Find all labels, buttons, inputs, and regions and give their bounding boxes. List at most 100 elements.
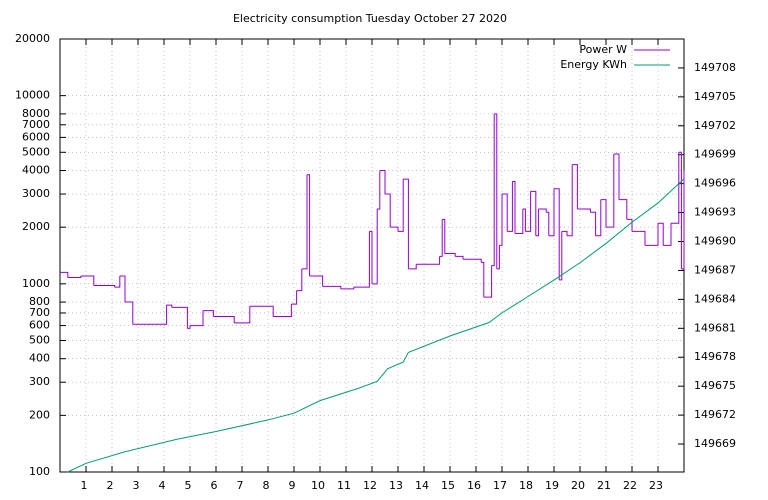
chart-title: Electricity consumption Tuesday October … [233, 12, 507, 25]
y2-tick-label: 149702 [694, 119, 736, 132]
y-tick-label: 5000 [22, 145, 50, 158]
x-tick-label: 6 [211, 479, 218, 492]
power-step [577, 208, 591, 213]
x-tick-label: 18 [519, 479, 533, 492]
power-step [403, 178, 409, 269]
power-step [125, 301, 134, 325]
power-step [114, 276, 121, 288]
x-tick-label: 17 [493, 479, 507, 492]
y-tick-label: 100 [29, 465, 50, 478]
energy-line [67, 178, 685, 473]
y-tick-label: 800 [29, 295, 50, 308]
power-step [671, 152, 680, 224]
power-step [190, 310, 204, 327]
y2-tick-label: 149705 [694, 90, 736, 103]
x-tick-label: 7 [237, 479, 244, 492]
x-tick-label: 11 [337, 479, 351, 492]
power-step [353, 231, 370, 288]
y-tick-label: 4000 [22, 164, 50, 177]
x-tick-label: 2 [107, 479, 114, 492]
y-tick-label: 20000 [15, 32, 50, 45]
power-step [663, 223, 672, 246]
power-step [463, 258, 482, 263]
power-step [385, 193, 391, 228]
y2-tick-label: 149699 [694, 148, 736, 161]
power-step [626, 218, 633, 232]
y2-tick-label: 149696 [694, 177, 736, 190]
power-step [93, 284, 116, 288]
y-tick-label: 6000 [22, 130, 50, 143]
power-step [439, 219, 443, 257]
power-step [309, 275, 324, 287]
power-step [444, 252, 456, 257]
power-step [525, 191, 532, 232]
power-step [291, 290, 298, 305]
power-step [340, 287, 355, 290]
power-step [60, 271, 69, 278]
x-tick-label: 16 [467, 479, 481, 492]
power-step [522, 208, 526, 232]
y-tick-label: 2000 [22, 220, 50, 233]
legend-label: Power W [579, 43, 627, 56]
x-tick-label: 14 [415, 479, 429, 492]
power-step [491, 113, 495, 267]
y2-tick-label: 149672 [694, 408, 736, 421]
y2-tick-label: 149669 [694, 437, 736, 450]
power-step [502, 193, 508, 232]
power-step [548, 188, 555, 237]
x-tick-label: 20 [571, 479, 585, 492]
power-step [132, 305, 168, 325]
power-step [166, 304, 173, 308]
power-step [600, 199, 607, 228]
power-step [595, 199, 602, 237]
power-step [499, 194, 503, 246]
x-tick-label: 4 [159, 479, 166, 492]
power-step [613, 153, 620, 200]
power-step [538, 208, 547, 213]
y2-tick-label: 149675 [694, 379, 736, 392]
power-step [390, 226, 399, 232]
power-step [483, 265, 493, 298]
power-step [535, 208, 539, 237]
power-step [645, 223, 659, 246]
x-tick-label: 19 [545, 479, 559, 492]
power-step [442, 218, 446, 254]
y2-tick-label: 149708 [694, 61, 736, 74]
power-step [512, 180, 516, 234]
power-step [567, 164, 573, 237]
x-tick-label: 8 [263, 479, 270, 492]
power-step [187, 325, 191, 329]
x-tick-label: 21 [597, 479, 611, 492]
power-step [416, 256, 441, 265]
y2-tick-label: 149693 [694, 206, 736, 219]
power-step [369, 230, 373, 284]
x-tick-label: 3 [133, 479, 140, 492]
power-step [249, 305, 274, 317]
y2-tick-label: 149684 [694, 292, 736, 305]
power-step [559, 231, 563, 281]
y-tick-label: 700 [29, 306, 50, 319]
power-step [678, 151, 682, 269]
power-step [619, 199, 628, 220]
power-step [494, 113, 498, 269]
y-tick-label: 8000 [22, 107, 50, 120]
y-tick-label: 300 [29, 375, 50, 388]
x-tick-label: 1 [81, 479, 88, 492]
power-step [681, 170, 685, 270]
y-tick-label: 500 [29, 333, 50, 346]
y-tick-label: 7000 [22, 118, 50, 131]
power-step [171, 306, 188, 329]
x-tick-label: 15 [441, 479, 455, 492]
x-tick-label: 5 [185, 479, 192, 492]
y2-tick-label: 149678 [694, 350, 736, 363]
y2-tick-label: 149681 [694, 321, 736, 334]
power-step [377, 170, 381, 210]
power-step [546, 211, 550, 236]
power-step [273, 304, 292, 318]
power-step [379, 170, 386, 195]
power-step [639, 230, 646, 246]
y-tick-label: 200 [29, 408, 50, 421]
power-step [481, 261, 485, 298]
power-step [372, 208, 378, 285]
